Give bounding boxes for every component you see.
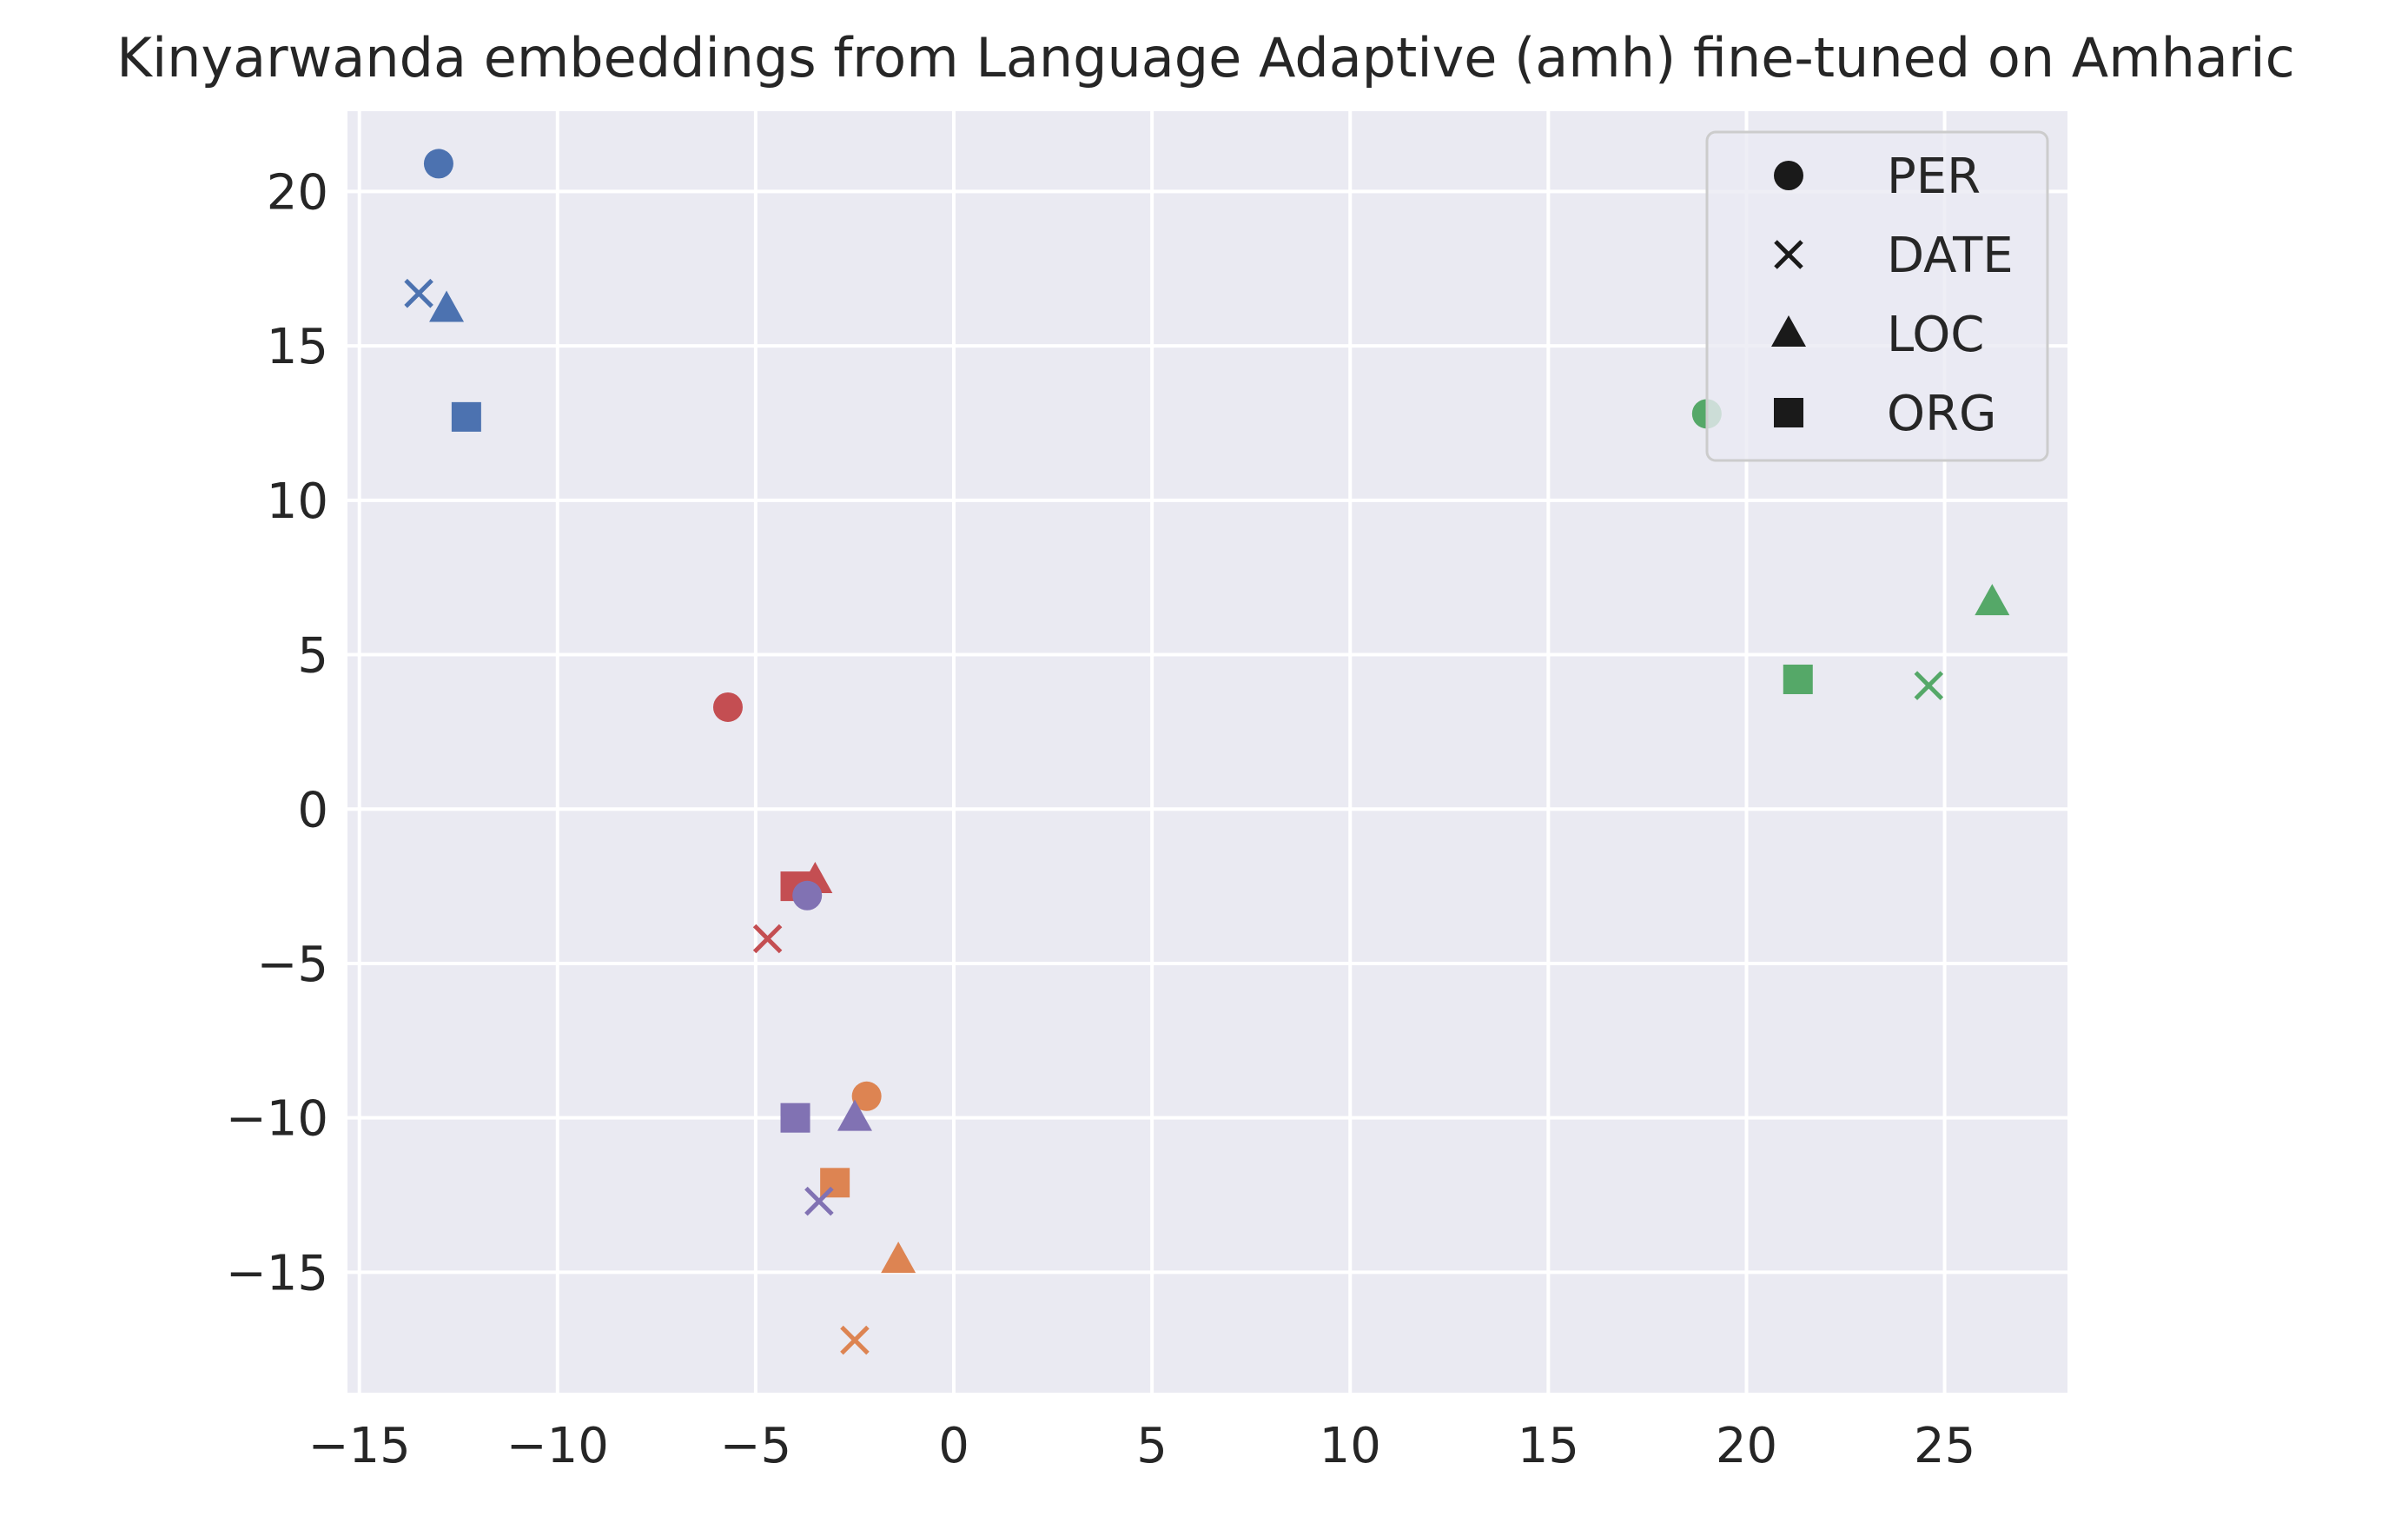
legend-label-date: DATE	[1887, 228, 2014, 284]
point-per	[423, 149, 453, 179]
point-per	[792, 880, 823, 910]
point-date	[752, 924, 783, 954]
legend-marker-loc	[1771, 315, 1806, 347]
legend-marker-per	[1774, 161, 1803, 190]
y-tick-label: 10	[267, 473, 328, 530]
chart-title: Kinyarwanda embeddings from Language Ada…	[116, 26, 2294, 89]
y-tick-label: 15	[267, 319, 328, 375]
x-tick-label: 20	[1716, 1418, 1777, 1474]
x-tick-label: 15	[1518, 1418, 1579, 1474]
y-tick-label: −5	[256, 937, 328, 993]
y-tick-label: −15	[226, 1245, 328, 1301]
legend: PER DATE LOC ORG	[1705, 130, 2049, 462]
y-tick-label: −10	[226, 1091, 328, 1148]
x-tick-label: 10	[1320, 1418, 1381, 1474]
legend-label-loc: LOC	[1887, 307, 1984, 363]
x-tick-label: −10	[506, 1418, 609, 1474]
point-date	[840, 1325, 870, 1355]
data-points	[404, 149, 2010, 1355]
y-tick-label: 0	[297, 782, 328, 838]
x-tick-labels: −15 −10 −5 0 5 10 15 20 25	[308, 1418, 1976, 1474]
point-loc	[837, 1099, 872, 1131]
point-loc	[1975, 584, 2010, 616]
point-per	[712, 692, 743, 722]
legend-box	[1705, 130, 2049, 462]
point-loc	[881, 1242, 916, 1274]
point-org	[1783, 664, 1813, 694]
point-per	[851, 1081, 882, 1111]
point-date	[1914, 671, 1944, 700]
legend-label-org: ORG	[1887, 386, 1996, 442]
point-loc	[429, 290, 465, 322]
x-tick-label: −5	[720, 1418, 792, 1474]
legend-label-per: PER	[1887, 149, 1981, 205]
point-date	[404, 278, 433, 308]
x-tick-label: 25	[1914, 1418, 1975, 1474]
y-tick-labels: −15 −10 −5 0 5 10 15 20	[226, 164, 328, 1301]
x-tick-label: 5	[1136, 1418, 1168, 1474]
point-org	[780, 1103, 810, 1133]
x-tick-label: −15	[308, 1418, 411, 1474]
y-tick-label: 20	[267, 164, 328, 221]
x-tick-label: 0	[938, 1418, 969, 1474]
legend-marker-date	[1774, 240, 1803, 269]
point-org	[451, 401, 481, 432]
point-date	[804, 1186, 834, 1216]
legend-marker-org	[1774, 398, 1803, 427]
y-tick-label: 5	[297, 628, 328, 685]
